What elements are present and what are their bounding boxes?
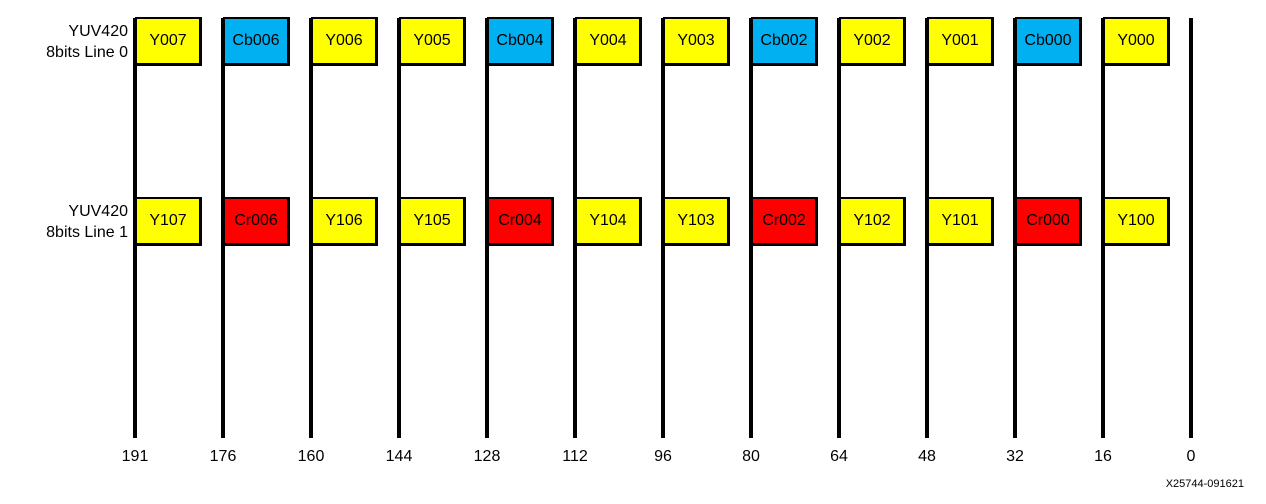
- sample-box: Y006: [311, 17, 378, 66]
- row-label: YUV420 8bits Line 0: [0, 21, 128, 63]
- bit-label: 16: [1094, 448, 1112, 465]
- bit-label: 112: [562, 448, 588, 465]
- sample-box: Y101: [927, 197, 994, 246]
- sample-box: Y003: [663, 17, 730, 66]
- bit-label: 144: [385, 448, 413, 465]
- bit-label: 64: [830, 448, 848, 465]
- bit-label: 96: [654, 448, 672, 465]
- bit-label: 128: [473, 448, 501, 465]
- sample-box: Cr000: [1015, 197, 1082, 246]
- sample-box: Cb006: [223, 17, 290, 66]
- sample-box: Y002: [839, 17, 906, 66]
- sample-box: Cb000: [1015, 17, 1082, 66]
- sample-box: Cr004: [487, 197, 554, 246]
- sample-box: Y102: [839, 197, 906, 246]
- sample-box: Cb002: [751, 17, 818, 66]
- sample-box: Cr006: [223, 197, 290, 246]
- bit-label: 176: [209, 448, 237, 465]
- row-label-line: YUV420: [68, 203, 128, 220]
- bit-label: 160: [297, 448, 325, 465]
- sample-box: Y106: [311, 197, 378, 246]
- bit-label: 191: [121, 448, 149, 465]
- sample-box: Cr002: [751, 197, 818, 246]
- row-label-line: 8bits Line 0: [46, 44, 128, 61]
- sample-box: Y007: [135, 17, 202, 66]
- row-label-line: 8bits Line 1: [46, 224, 128, 241]
- sample-box: Y000: [1103, 17, 1170, 66]
- sample-box: Y001: [927, 17, 994, 66]
- sample-box: Y004: [575, 17, 642, 66]
- bit-label: 48: [918, 448, 936, 465]
- figure-id: X25744-091621: [1165, 478, 1244, 490]
- sample-box: Y100: [1103, 197, 1170, 246]
- sample-box: Cb004: [487, 17, 554, 66]
- sample-box: Y005: [399, 17, 466, 66]
- sample-box: Y105: [399, 197, 466, 246]
- bit-label: 80: [742, 448, 760, 465]
- sample-box: Y104: [575, 197, 642, 246]
- sample-box: Y103: [663, 197, 730, 246]
- row-label: YUV420 8bits Line 1: [0, 201, 128, 243]
- sample-box: Y107: [135, 197, 202, 246]
- bit-label: 0: [1186, 448, 1196, 465]
- bit-label: 32: [1006, 448, 1024, 465]
- bit-line: [1189, 18, 1193, 438]
- row-label-line: YUV420: [68, 23, 128, 40]
